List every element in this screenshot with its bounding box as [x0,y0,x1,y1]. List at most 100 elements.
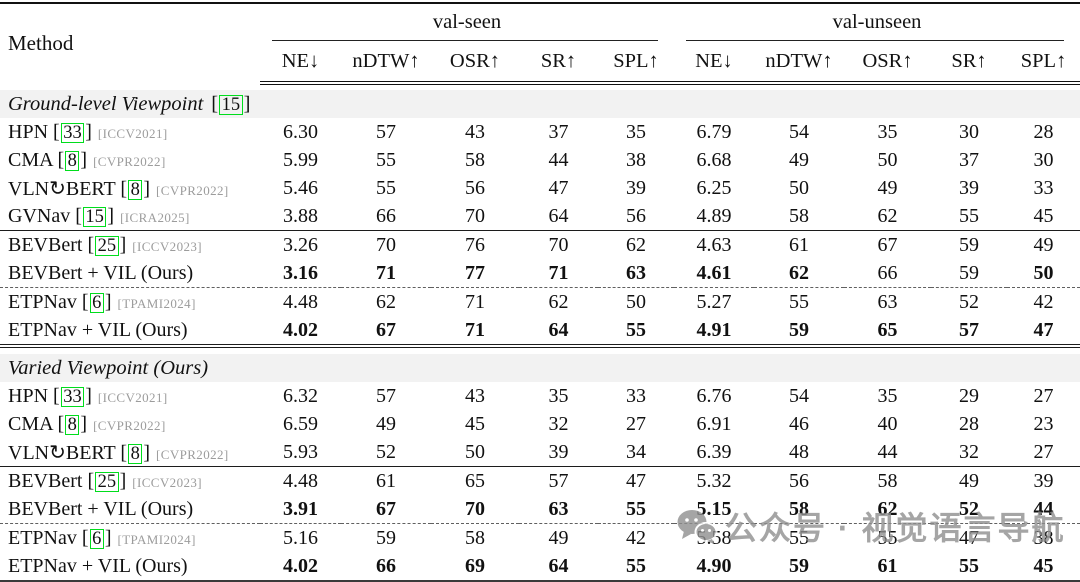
method-name: BEVBert [8,233,83,256]
cell-spl-unseen: 27 [1033,440,1054,463]
cell-osr-unseen: 61 [877,554,898,577]
cell-spl-unseen: 45 [1033,554,1054,577]
method-name: BEVBert + VIL (Ours) [8,497,194,520]
cell-spl-unseen: 30 [1033,148,1054,171]
cell-ne-seen: 3.88 [283,204,318,227]
cell-sr-seen: 62 [519,287,598,316]
citation-link[interactable]: 25 [95,471,119,492]
cell-ndtw-unseen: 48 [789,440,810,463]
bracket: ] [107,204,115,227]
cell-sr-unseen: 59 [931,230,1008,259]
cell-sr-unseen: 29 [959,384,980,407]
cell-ne-seen: 3.91 [283,497,318,520]
cell-ne-seen: 5.46 [283,176,318,199]
cell-osr-seen: 70 [465,204,485,227]
citation-link[interactable]: 33 [60,386,85,407]
method-name: ETPNav + VIL (Ours) [8,554,188,577]
cell-ndtw-seen: 67 [341,316,431,348]
citation-link[interactable]: 33 [60,122,85,143]
citation-link[interactable]: 8 [65,150,80,171]
metric-header-sr-unseen: SR↑ [931,41,1008,85]
method-cell: ETPNav [6] [TPAMI2024] [0,523,260,552]
metric-header-osr-unseen: OSR↑ [844,41,932,85]
table-row: BEVBert + VIL (Ours) 3.16 71 77 71 63 4.61 62 66… [0,259,1080,288]
cell-osr-unseen: 62 [877,497,898,520]
citation-link[interactable]: 15 [82,206,107,227]
cell-spl-unseen: 33 [1033,176,1054,199]
citation-link[interactable]: 25 [95,235,119,256]
cell-ndtw-seen: 49 [376,412,396,435]
citation-link[interactable]: 8 [128,179,143,200]
venue-tag: [ICCV2023] [132,238,202,254]
cell-sr-unseen: 52 [931,287,1008,316]
cell-osr-seen: 43 [465,120,485,143]
table-row: BEVBert + VIL (Ours) 3.91 67 70 63 55 5.15 58 62… [0,495,1080,524]
cell-spl-seen: 56 [626,204,646,227]
cell-ndtw-seen: 61 [341,466,431,495]
method-name: VLN↻BERT [8,441,116,464]
venue-tag: [CVPR2022] [93,153,166,169]
section-title: Ground-level Viewpoint [8,92,204,115]
cell-ne-unseen: 5.58 [674,523,755,552]
cell-ndtw-seen: 71 [376,261,396,284]
cell-sr-seen: 64 [519,316,598,348]
group-label-val-seen: val-seen [432,11,502,33]
cell-sr-unseen: 49 [931,466,1008,495]
cell-sr-unseen: 59 [959,261,980,284]
method-cell: ETPNav + VIL (Ours) [0,552,260,581]
cell-sr-unseen: 55 [959,204,980,227]
citation-link[interactable]: 6 [89,292,104,313]
bracket: [ [57,148,65,171]
method-name: BEVBert [8,469,83,492]
cell-ndtw-unseen: 59 [789,554,810,577]
method-column-header: Method [8,31,74,55]
cell-sr-seen: 63 [548,497,569,520]
cell-sr-unseen: 57 [931,316,1008,348]
table-header: Method val-seen val-unseen NE↓ nDTW↑ OSR↑ S… [0,3,1080,85]
method-cell: BEVBert [25] [ICCV2023] [0,230,260,259]
cell-osr-seen: 77 [465,261,485,284]
spacer-row [0,346,1080,354]
section-title: Varied Viewpoint (Ours) [8,356,209,379]
bracket: [ [81,526,89,549]
cell-spl-unseen: 28 [1033,120,1054,143]
cell-osr-unseen: 35 [877,120,898,143]
citation-link[interactable]: 8 [128,443,143,464]
bracket: [ [53,384,60,407]
cell-osr-unseen: 40 [877,412,898,435]
table-row: VLN↻BERT [8] [CVPR2022] 5.93 52 50 39 34 6.39 48… [0,438,1080,467]
venue-tag: [ICRA2025] [120,209,190,225]
citation-link[interactable]: 15 [219,94,243,115]
citation-link[interactable]: 6 [89,528,104,549]
cell-ndtw-unseen: 46 [789,412,810,435]
cell-sr-seen: 64 [548,204,569,227]
method-cell: HPN [33] [ICCV2021] [0,382,260,410]
cell-ndtw-seen: 59 [341,523,431,552]
cell-osr-seen: 76 [431,230,519,259]
cell-spl-unseen: 49 [1007,230,1080,259]
cell-spl-unseen: 44 [1033,497,1054,520]
cell-spl-unseen: 23 [1033,412,1054,435]
cell-ne-seen: 3.16 [283,261,318,284]
cell-ne-unseen: 6.76 [696,384,732,407]
cell-ne-unseen: 6.91 [696,412,732,435]
cell-ndtw-unseen: 56 [754,466,845,495]
citation-link[interactable]: 8 [65,414,80,435]
cell-ndtw-unseen: 54 [789,384,810,407]
bracket: ] [104,526,112,549]
cell-ndtw-unseen: 55 [754,287,845,316]
venue-tag: [CVPR2022] [156,182,229,198]
method-name: GVNav [8,204,71,227]
method-name: ETPNav [8,290,77,313]
bracket: ] [80,412,88,435]
cell-sr-seen: 49 [519,523,598,552]
cell-ne-unseen: 5.32 [674,466,755,495]
cell-sr-unseen: 39 [959,176,980,199]
table-row: HPN [33] [ICCV2021] 6.32 57 43 35 33 6.76 54 35 29… [0,382,1080,410]
cell-ndtw-seen: 62 [341,287,431,316]
cell-ne-unseen: 6.68 [696,148,732,171]
cell-ndtw-seen: 52 [376,440,396,463]
cell-sr-seen: 39 [548,440,569,463]
cell-ne-unseen: 4.91 [674,316,755,348]
